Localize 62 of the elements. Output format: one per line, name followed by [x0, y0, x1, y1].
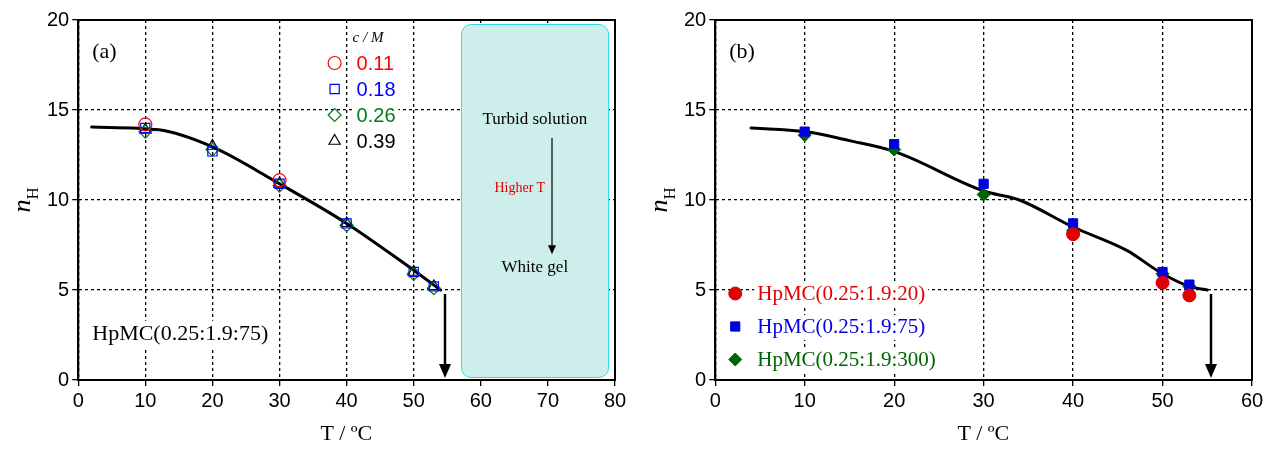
y-tick-label: 10	[47, 187, 70, 210]
annotation: (b)	[729, 38, 755, 63]
point	[272, 178, 287, 193]
x-tick-label: 30	[972, 388, 995, 411]
y-axis-title: nH	[644, 187, 679, 213]
y-tick-label: 20	[684, 7, 707, 30]
x-tick-label: 30	[268, 388, 291, 411]
y-tick-label: 15	[47, 97, 70, 120]
point	[1066, 227, 1081, 242]
legend-label: 0.26	[356, 103, 396, 126]
x-tick-label: 60	[469, 388, 492, 411]
point	[1184, 279, 1195, 290]
y-tick-label: 10	[684, 187, 707, 210]
x-tick-label: 50	[1151, 388, 1174, 411]
x-tick-label: 60	[1240, 388, 1264, 411]
y-tick-label: 15	[684, 97, 707, 120]
legend-label: HpMC(0.25:1.9:300)	[757, 347, 936, 372]
point	[1155, 275, 1170, 290]
x-tick-label: 0	[72, 388, 84, 411]
phase-box: Turbid solution Higher T White gel	[460, 24, 609, 378]
x-tick-label: 20	[883, 388, 906, 411]
annotation: Turbid solution	[481, 109, 589, 130]
y-tick-label: 0	[58, 367, 70, 390]
legend-label: 0.18	[356, 77, 396, 100]
y-tick-label: 5	[695, 277, 707, 300]
legend-title: c / M	[352, 29, 385, 45]
point	[205, 142, 220, 157]
point	[207, 146, 218, 157]
legend-label: 0.11	[356, 51, 395, 74]
y-tick-label: 5	[58, 277, 70, 300]
point	[206, 138, 219, 150]
y-tick-label: 0	[695, 367, 707, 390]
point	[138, 124, 153, 139]
legend-label: 0.39	[356, 129, 396, 152]
x-tick-label: 10	[793, 388, 816, 411]
x-tick-label: 40	[1061, 388, 1085, 411]
point	[1182, 288, 1197, 303]
x-tick-label: 20	[201, 388, 224, 411]
point	[976, 187, 991, 202]
y-tick-label: 20	[47, 7, 70, 30]
annotation: Higher T	[493, 179, 547, 196]
point	[138, 117, 153, 132]
x-tick-label: 10	[134, 388, 157, 411]
legend-label: HpMC(0.25:1.9:20)	[757, 281, 926, 306]
point	[978, 178, 989, 189]
point	[889, 139, 900, 150]
x-tick-label: 50	[402, 388, 425, 411]
x-tick-label: 0	[709, 388, 721, 411]
x-tick-label: 80	[603, 388, 627, 411]
annotation: White gel	[500, 257, 570, 278]
point	[426, 281, 441, 296]
point	[1067, 218, 1079, 229]
point	[339, 218, 354, 233]
x-tick-label: 70	[536, 388, 560, 411]
legend-label: HpMC(0.25:1.9:75)	[757, 314, 926, 339]
annotation: HpMC(0.25:1.9:75)	[92, 319, 269, 345]
x-tick-label: 40	[335, 388, 358, 411]
x-axis-title: T / ºC	[320, 420, 373, 445]
annotation: (a)	[92, 38, 117, 63]
point	[799, 126, 810, 137]
y-axis-title: nH	[7, 187, 42, 213]
x-axis-title: T / ºC	[957, 420, 1010, 445]
